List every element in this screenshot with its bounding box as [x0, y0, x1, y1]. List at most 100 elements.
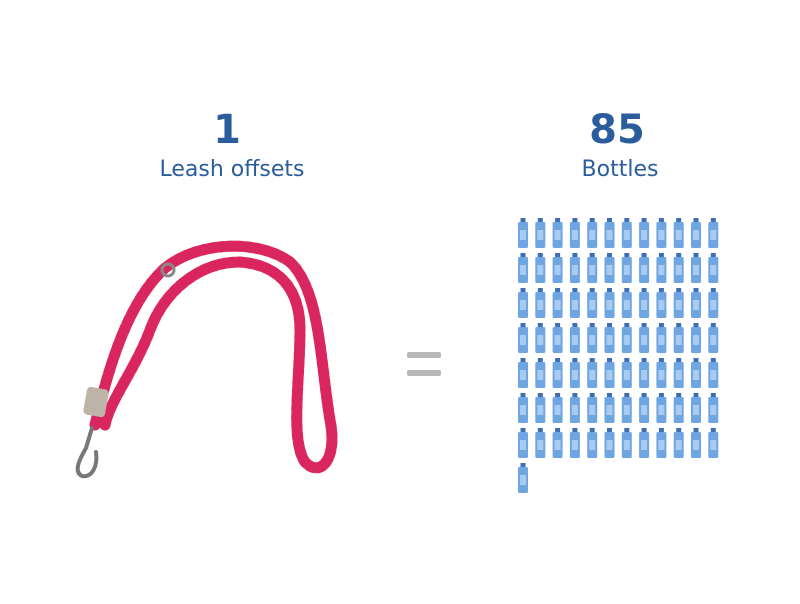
bottle-cap	[537, 288, 543, 292]
bottle-cap	[624, 288, 630, 292]
bottle-cap	[572, 218, 578, 222]
bottle-icon	[587, 358, 598, 388]
bottle-icon	[604, 358, 615, 388]
bottle-label	[641, 230, 648, 240]
leash-label: Leash offsets	[160, 157, 305, 182]
bottle-cap	[537, 428, 543, 432]
bottle-label	[571, 265, 578, 275]
bottle-cap	[572, 393, 578, 397]
bottle-cap	[693, 218, 699, 222]
bottle-icon	[552, 393, 563, 423]
bottle-cap	[641, 428, 647, 432]
bottle-label	[571, 405, 578, 415]
bottle-cap	[693, 253, 699, 257]
bottle-cap	[607, 358, 612, 362]
bottle-label	[658, 440, 665, 450]
bottle-cap	[641, 218, 647, 222]
bottle-cap	[676, 323, 682, 327]
bottle-cap	[624, 358, 630, 362]
bottle-cap	[693, 358, 699, 362]
bottle-icon	[639, 288, 650, 318]
bottle-cap	[572, 253, 578, 257]
bottle-cap	[641, 358, 647, 362]
bottle-label	[675, 370, 682, 380]
bottle-icon	[552, 253, 563, 283]
bottle-icon	[708, 253, 719, 283]
bottle-cap	[676, 253, 682, 257]
bottle-label	[641, 440, 648, 450]
bottle-cap	[658, 358, 664, 362]
bottle-label	[589, 440, 596, 450]
bottle-cap	[693, 393, 699, 397]
bottle-icon	[569, 218, 580, 248]
leash-clasp	[75, 426, 99, 479]
bottle-label	[658, 335, 665, 345]
bottle-cap	[607, 323, 612, 327]
bottle-label: Bottles	[582, 157, 659, 182]
bottle-label	[693, 300, 699, 310]
bottle-icon	[518, 358, 528, 388]
bottle-label	[623, 300, 630, 310]
bottle-icon	[587, 253, 598, 283]
bottle-icon	[691, 358, 701, 388]
bottle-cap	[520, 358, 526, 362]
bottle-icon	[691, 253, 701, 283]
bottle-label	[658, 230, 665, 240]
bottle-icon	[604, 428, 615, 458]
bottle-cap	[589, 323, 595, 327]
bottle-icon	[569, 288, 580, 318]
bottle-label	[571, 300, 578, 310]
bottle-icon	[656, 288, 667, 318]
bottle-label	[693, 405, 699, 415]
bottle-cap	[676, 288, 682, 292]
bottle-icon	[691, 323, 701, 353]
bottle-icon	[518, 428, 528, 458]
bottle-cap	[693, 288, 699, 292]
bottle-icon	[518, 463, 528, 493]
bottle-icon	[587, 393, 598, 423]
bottle-icon	[535, 358, 546, 388]
bottle-icon	[656, 393, 667, 423]
leash	[75, 240, 338, 479]
bottle-label	[571, 440, 578, 450]
bottle-icon	[535, 218, 546, 248]
bottle-cap	[676, 393, 682, 397]
bottle-icon	[569, 253, 580, 283]
bottle-cap	[589, 253, 595, 257]
bottle-icon	[535, 253, 546, 283]
bottle-icon	[569, 428, 580, 458]
bottle-icon	[708, 358, 719, 388]
bottle-label	[520, 335, 526, 345]
bottle-icon	[656, 428, 667, 458]
bottle-icon	[587, 428, 598, 458]
bottle-label	[710, 370, 717, 380]
bottle-label	[537, 230, 544, 240]
bottle-cap	[693, 428, 699, 432]
bottle-label	[554, 335, 561, 345]
bottle-icon	[552, 323, 563, 353]
bottle-label	[693, 370, 699, 380]
bottle-cap	[537, 393, 543, 397]
bottle-cap	[537, 253, 543, 257]
bottle-cap	[537, 218, 543, 222]
bottle-label	[537, 405, 544, 415]
bottle-icon	[639, 323, 650, 353]
bottle-icon	[604, 393, 615, 423]
bottle-label	[537, 370, 544, 380]
bottle-icon	[673, 218, 684, 248]
bottle-icon	[552, 358, 563, 388]
bottle-cap	[658, 253, 664, 257]
bottle-label	[710, 440, 717, 450]
bottle-label	[658, 370, 665, 380]
bottle-label	[623, 265, 630, 275]
bottle-icon	[639, 253, 650, 283]
bottle-cap	[572, 288, 578, 292]
bottle-label	[589, 405, 596, 415]
bottle-cap	[658, 323, 664, 327]
bottle-icon	[587, 323, 598, 353]
bottle-label	[623, 405, 630, 415]
bottle-cap	[555, 393, 561, 397]
bottle-icon	[518, 288, 528, 318]
